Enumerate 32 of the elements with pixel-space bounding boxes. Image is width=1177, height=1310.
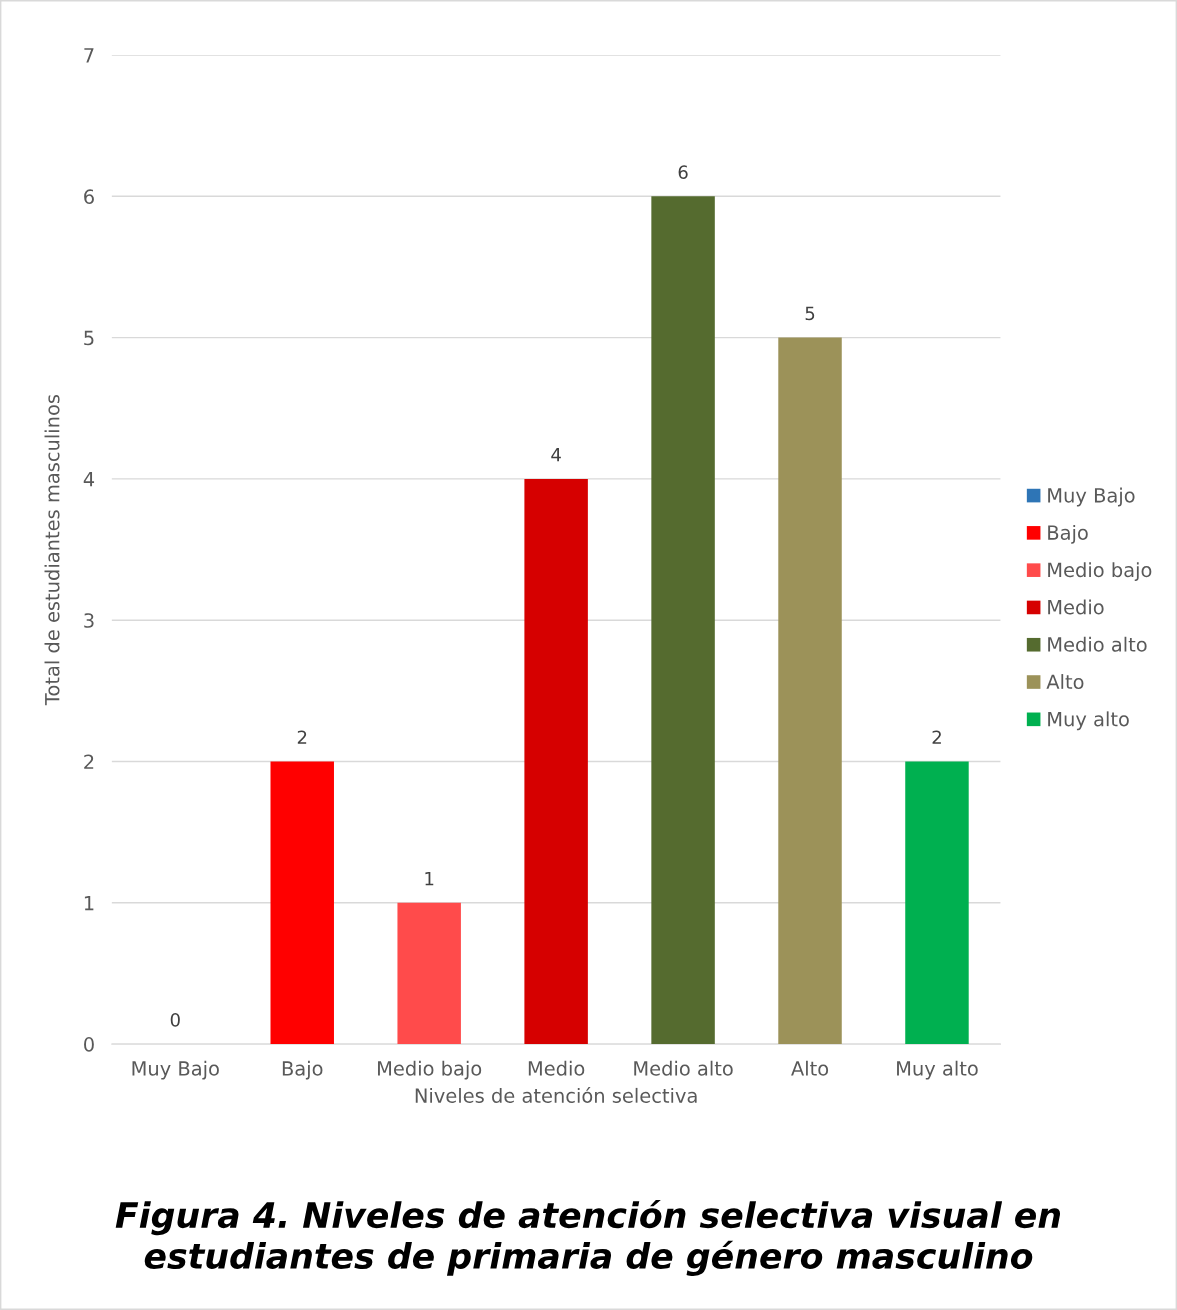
x-tick-label: Muy alto xyxy=(897,1060,978,1080)
text: Figura 4. Niveles de atención selectiva visual en estudiantes de primaria de género masculino xyxy=(115,1199,1061,1276)
data-label: 4 xyxy=(551,448,561,462)
y-tick-label: 3 xyxy=(84,613,94,628)
data-label: 2 xyxy=(932,730,941,744)
data-label: 0 xyxy=(170,1013,180,1027)
data-label: 1 xyxy=(425,871,434,886)
legend-label: Medio bajo xyxy=(1048,562,1152,582)
x-tick-label: Medio xyxy=(528,1060,585,1076)
y-axis-title: Total de estudiantes masculinos xyxy=(44,394,60,706)
x-axis-title: Niveles de atención selectiva xyxy=(415,1087,697,1103)
legend-label: Medio alto xyxy=(1048,636,1147,652)
data-label: 6 xyxy=(678,165,688,179)
legend-label: Muy alto xyxy=(1048,711,1129,731)
data-label: 5 xyxy=(805,306,815,321)
y-tick-label: 5 xyxy=(84,330,94,346)
y-tick-label: 7 xyxy=(84,48,94,63)
x-tick-label: Bajo xyxy=(282,1060,323,1080)
y-tick-label: 2 xyxy=(84,754,94,769)
y-tick-label: 6 xyxy=(84,189,94,204)
x-tick-label: Alto xyxy=(791,1060,829,1076)
x-tick-label: Medio bajo xyxy=(378,1060,482,1080)
legend-label: Alto xyxy=(1046,674,1084,690)
y-tick-label: 4 xyxy=(83,472,95,487)
legend-label: Muy Bajo xyxy=(1048,487,1135,507)
legend-label: Medio xyxy=(1048,599,1104,615)
legend-label: Bajo xyxy=(1048,524,1088,544)
y-tick-label: 0 xyxy=(84,1037,94,1052)
x-tick-label: Muy Bajo xyxy=(132,1060,219,1080)
data-label: 2 xyxy=(297,730,307,744)
y-tick-label: 1 xyxy=(84,895,94,911)
x-tick-label: Medio alto xyxy=(634,1060,733,1076)
